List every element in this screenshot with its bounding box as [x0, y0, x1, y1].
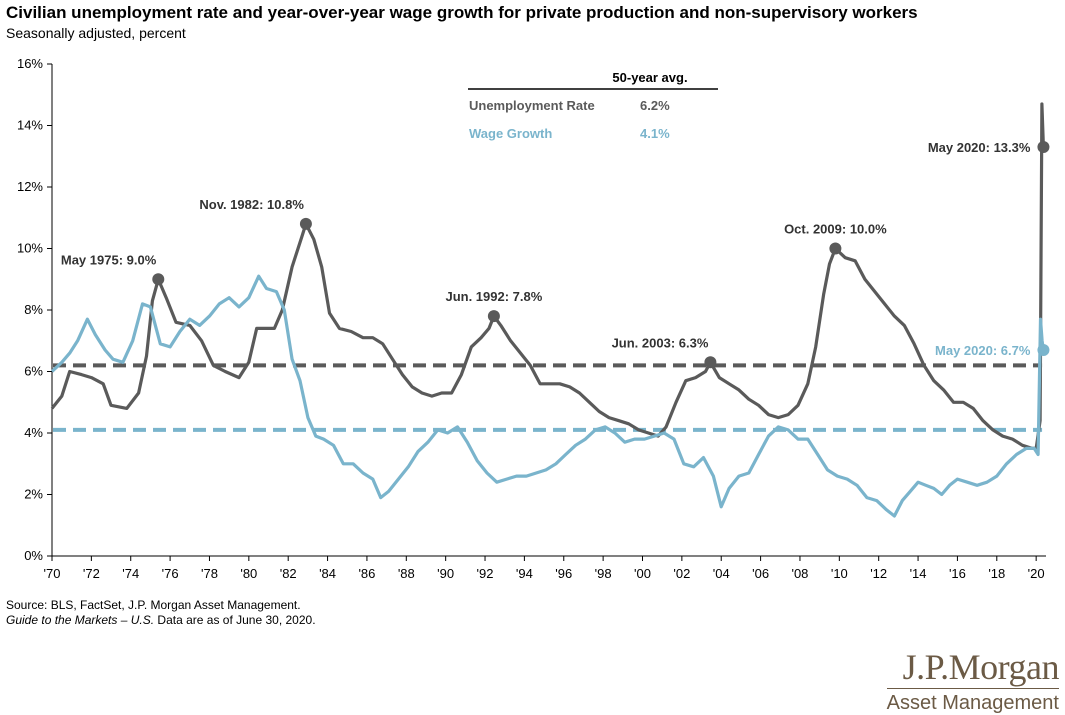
x-tick-label: '04: [713, 566, 730, 581]
x-tick-label: '78: [201, 566, 218, 581]
legend-header: 50-year avg.: [612, 70, 687, 85]
annotation-label: Jun. 1992: 7.8%: [445, 289, 542, 304]
source-date: Data are as of June 30, 2020.: [154, 613, 316, 627]
x-tick-label: '90: [437, 566, 454, 581]
y-tick-label: 0%: [24, 548, 43, 563]
logo-subtitle: Asset Management: [886, 688, 1059, 715]
source-line-1: Source: BLS, FactSet, J.P. Morgan Asset …: [6, 598, 301, 612]
legend-label-wage: Wage Growth: [469, 126, 552, 141]
x-tick-label: '96: [555, 566, 572, 581]
annotation-marker: [487, 310, 500, 323]
annotation-label: May 2020: 13.3%: [928, 140, 1031, 155]
source-note: Source: BLS, FactSet, J.P. Morgan Asset …: [6, 598, 316, 628]
jpmorgan-logo: J.P.Morgan Asset Management: [886, 647, 1060, 715]
x-tick-label: '02: [673, 566, 690, 581]
x-tick-label: '20: [1028, 566, 1045, 581]
x-tick-label: '80: [240, 566, 257, 581]
x-tick-label: '98: [595, 566, 612, 581]
wage-series-line: [50, 274, 1045, 518]
annotation-marker: [829, 242, 842, 255]
unemployment-series-line: [50, 102, 1045, 450]
annotation-label: May 1975: 9.0%: [61, 252, 157, 267]
y-tick-label: 16%: [17, 56, 43, 71]
x-tick-label: '14: [910, 566, 927, 581]
annotation-label: May 2020: 6.7%: [935, 343, 1031, 358]
y-tick-label: 6%: [24, 364, 43, 379]
y-tick-label: 2%: [24, 487, 43, 502]
y-tick-label: 12%: [17, 179, 43, 194]
x-tick-label: '94: [516, 566, 533, 581]
annotation-label: Jun. 2003: 6.3%: [612, 335, 709, 350]
x-tick-label: '06: [752, 566, 769, 581]
annotation-label: Nov. 1982: 10.8%: [199, 197, 304, 212]
legend-value-unemployment: 6.2%: [640, 98, 670, 113]
legend-value-wage: 4.1%: [640, 126, 670, 141]
x-tick-label: '08: [791, 566, 808, 581]
legend-label-unemployment: Unemployment Rate: [469, 98, 595, 113]
x-tick-label: '92: [477, 566, 494, 581]
x-tick-label: '00: [634, 566, 651, 581]
chart-subtitle: Seasonally adjusted, percent: [6, 25, 186, 41]
annotation-marker: [1037, 141, 1050, 154]
annotation-marker: [152, 273, 165, 286]
x-tick-label: '16: [949, 566, 966, 581]
x-tick-label: '74: [122, 566, 139, 581]
annotation-marker: [704, 356, 717, 369]
x-tick-label: '70: [44, 566, 61, 581]
x-tick-label: '18: [988, 566, 1005, 581]
x-tick-label: '88: [398, 566, 415, 581]
x-tick-label: '12: [870, 566, 887, 581]
x-tick-label: '86: [358, 566, 375, 581]
y-tick-label: 8%: [24, 302, 43, 317]
y-tick-label: 10%: [17, 241, 43, 256]
logo-name: J.P.Morgan: [902, 647, 1060, 687]
chart-title: Civilian unemployment rate and year-over…: [6, 3, 918, 22]
x-tick-label: '72: [83, 566, 100, 581]
annotation-label: Oct. 2009: 10.0%: [784, 222, 887, 237]
source-publication: Guide to the Markets – U.S.: [6, 613, 155, 627]
annotation-marker: [1037, 343, 1050, 356]
line-chart: 0% 2% 4% 6% 8% 10% 12% 14% 16% '70 '72 '74 '76 '78 '80…: [17, 56, 1050, 581]
x-tick-label: '10: [831, 566, 848, 581]
y-tick-label: 14%: [17, 118, 43, 133]
x-tick-label: '84: [319, 566, 336, 581]
x-tick-label: '82: [280, 566, 297, 581]
y-tick-label: 4%: [24, 425, 43, 440]
annotation-marker: [299, 217, 312, 230]
x-tick-label: '76: [162, 566, 179, 581]
source-line-2: Guide to the Markets – U.S. Data are as …: [6, 613, 316, 628]
